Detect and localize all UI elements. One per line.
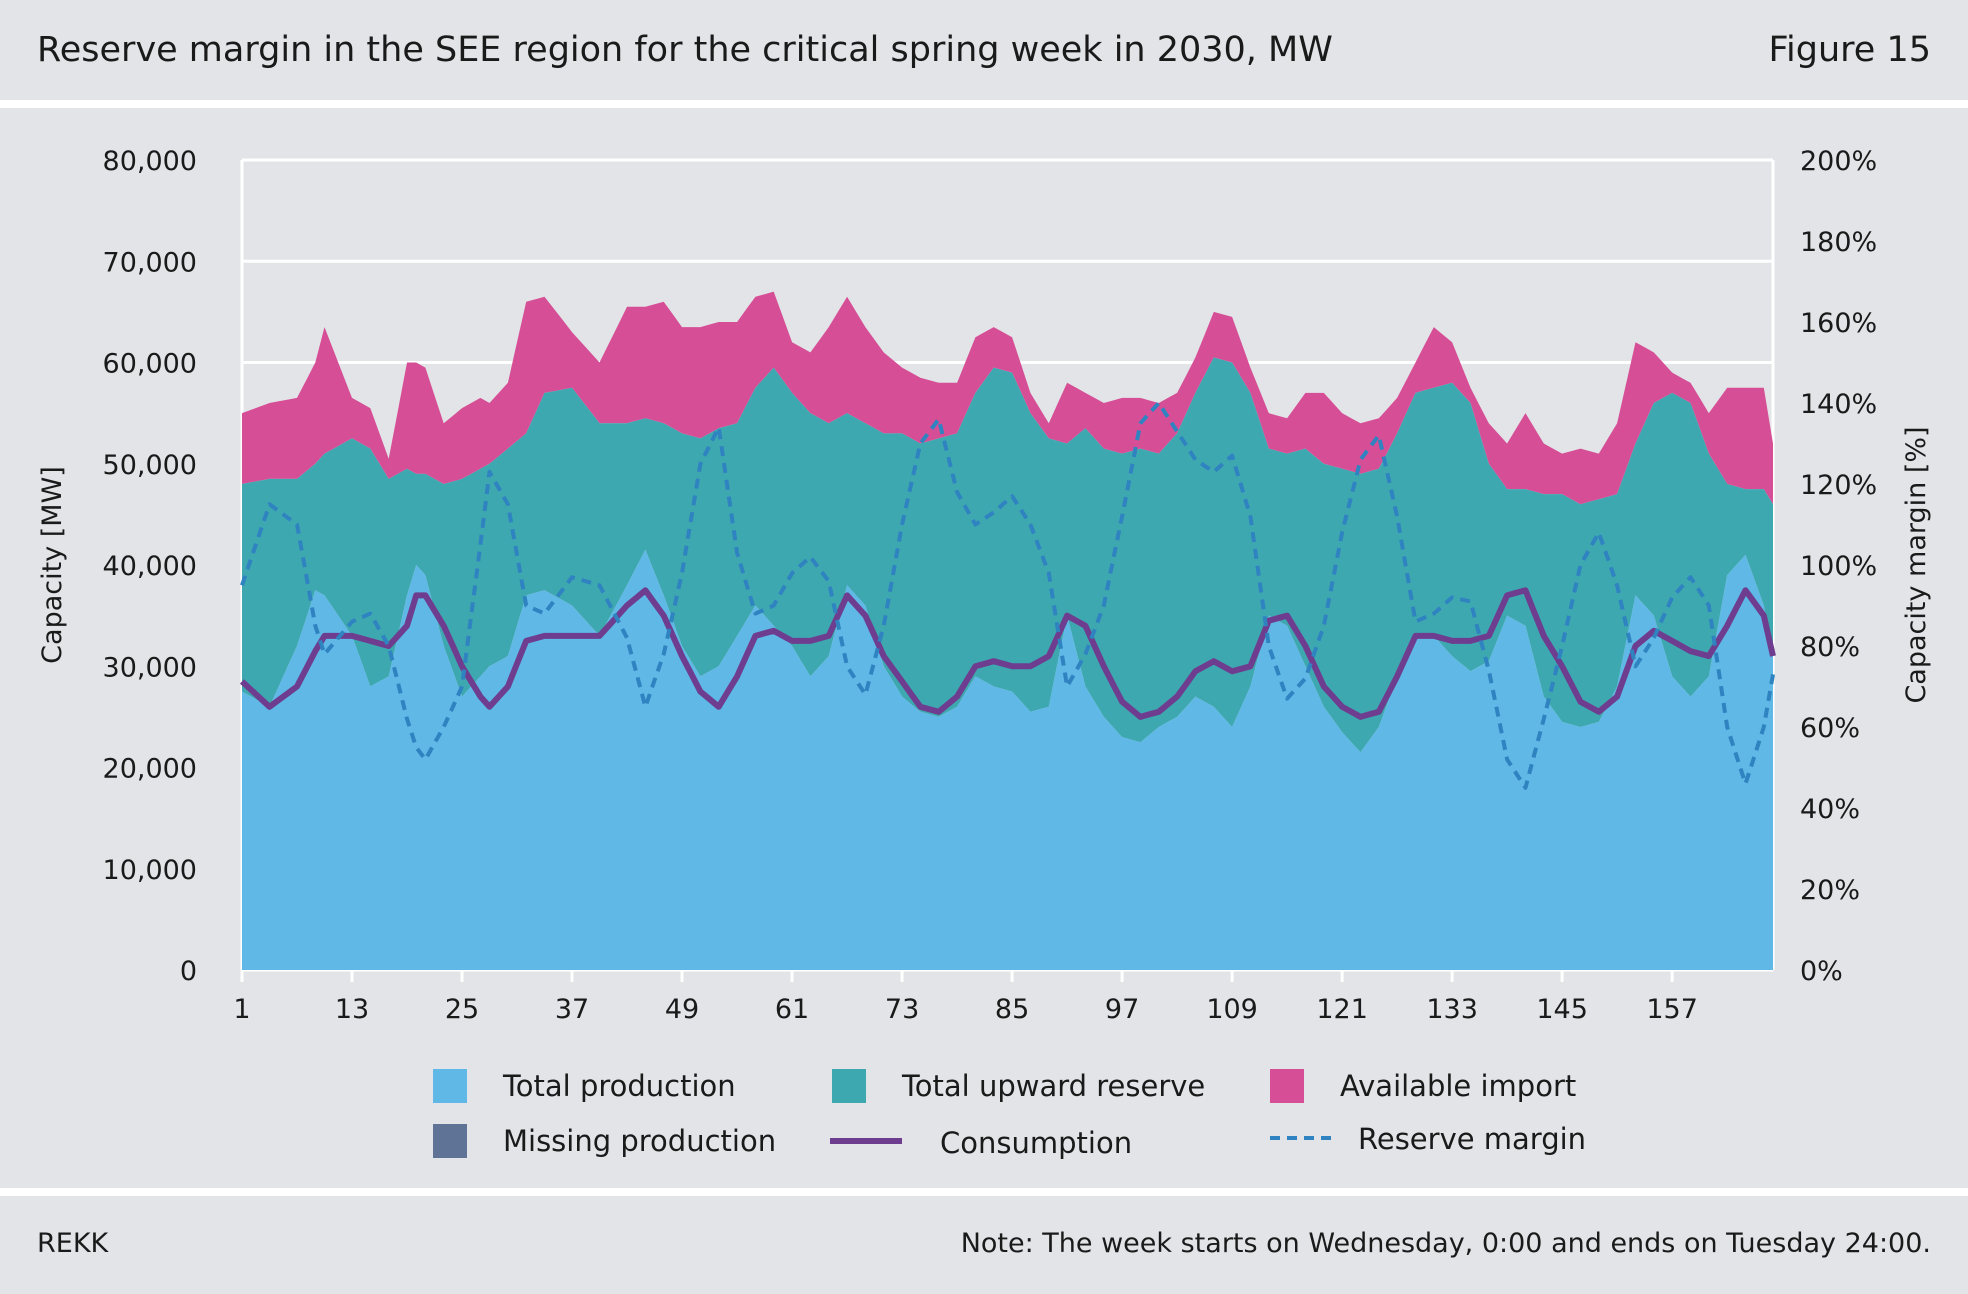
y2-tick-label: 140% <box>1800 389 1877 420</box>
legend-item-total-production: Total production <box>433 1069 736 1103</box>
legend-item-consumption: Consumption <box>830 1126 1132 1160</box>
x-tick-label: 1 <box>233 994 250 1025</box>
legend-label: Missing production <box>503 1124 776 1158</box>
x-tick-label: 121 <box>1316 994 1368 1025</box>
area-available-import <box>242 291 1773 505</box>
x-tick-label: 85 <box>995 994 1029 1025</box>
y-tick-label: 70,000 <box>103 247 197 278</box>
source-label: REKK <box>37 1228 109 1259</box>
y-axis-title: Capacity [MW] <box>37 466 68 664</box>
legend-label: Total production <box>502 1069 736 1103</box>
legend: Total production Total upward reserve Avai… <box>433 1069 1586 1160</box>
y2-tick-label: 40% <box>1800 794 1860 825</box>
y-tick-label: 20,000 <box>103 754 197 785</box>
legend-item-available-import: Available import <box>1270 1069 1576 1103</box>
legend-swatch <box>433 1069 467 1103</box>
y2-tick-label: 180% <box>1800 227 1877 258</box>
x-tick-label: 133 <box>1426 994 1478 1025</box>
area-total-upward-reserve <box>242 357 1773 753</box>
chart-title: Reserve margin in the SEE region for the… <box>37 30 1333 70</box>
chart-svg: 0 10,000 20,000 30,000 40,000 50,000 60,000 70,… <box>37 146 1932 1160</box>
y-tick-label: 10,000 <box>103 855 197 886</box>
legend-swatch <box>832 1069 866 1103</box>
axes: 0 10,000 20,000 30,000 40,000 50,000 60,000 70,… <box>37 146 1932 1025</box>
y2-tick-label: 60% <box>1800 713 1860 744</box>
y2-tick-label: 100% <box>1800 551 1877 582</box>
x-tick-label: 73 <box>885 994 919 1025</box>
y-tick-label: 60,000 <box>103 349 197 380</box>
legend-label: Consumption <box>940 1126 1132 1160</box>
y2-axis-title: Capacity margin [%] <box>1901 426 1932 703</box>
x-tick-label: 145 <box>1536 994 1588 1025</box>
y2-tick-label: 160% <box>1800 308 1877 339</box>
legend-item-reserve-margin: Reserve margin <box>1270 1122 1586 1156</box>
legend-label: Reserve margin <box>1358 1122 1586 1156</box>
y2-tick-label: 80% <box>1800 632 1860 663</box>
area-total-production <box>242 549 1773 970</box>
x-tick-label: 13 <box>335 994 369 1025</box>
legend-swatch <box>433 1124 467 1158</box>
legend-item-total-upward-reserve: Total upward reserve <box>832 1069 1205 1103</box>
x-tick-label: 25 <box>445 994 479 1025</box>
line-consumption <box>239 587 1776 720</box>
chart-panel: 0 10,000 20,000 30,000 40,000 50,000 60,000 70,… <box>0 108 1968 1188</box>
y2-tick-label: 0% <box>1800 956 1843 987</box>
header-bar: Reserve margin in the SEE region for the… <box>0 0 1968 100</box>
figure-label: Figure 15 <box>1768 30 1931 70</box>
y-tick-label: 80,000 <box>103 146 197 177</box>
areas <box>242 291 1773 970</box>
legend-swatch <box>1270 1069 1304 1103</box>
y-tick-label: 0 <box>180 956 197 987</box>
x-tick-label: 109 <box>1206 994 1258 1025</box>
y2-tick-label: 120% <box>1800 470 1877 501</box>
y-tick-label: 50,000 <box>103 450 197 481</box>
footer-bar: REKK Note: The week starts on Wednesday,… <box>0 1196 1968 1294</box>
legend-label: Total upward reserve <box>901 1069 1205 1103</box>
legend-label: Available import <box>1340 1069 1576 1103</box>
y2-tick-label: 20% <box>1800 875 1860 906</box>
x-tick-label: 49 <box>665 994 699 1025</box>
y-tick-label: 30,000 <box>103 652 197 683</box>
footer-note: Note: The week starts on Wednesday, 0:00… <box>960 1228 1931 1259</box>
line-reserve-margin <box>240 401 1775 790</box>
x-tick-label: 37 <box>555 994 589 1025</box>
x-tick-label: 97 <box>1105 994 1139 1025</box>
y2-tick-label: 200% <box>1800 146 1877 177</box>
x-tick-label: 157 <box>1646 994 1698 1025</box>
y-tick-label: 40,000 <box>103 551 197 582</box>
legend-item-missing-production: Missing production <box>433 1124 776 1158</box>
x-tick-label: 61 <box>775 994 809 1025</box>
lines <box>239 401 1776 790</box>
